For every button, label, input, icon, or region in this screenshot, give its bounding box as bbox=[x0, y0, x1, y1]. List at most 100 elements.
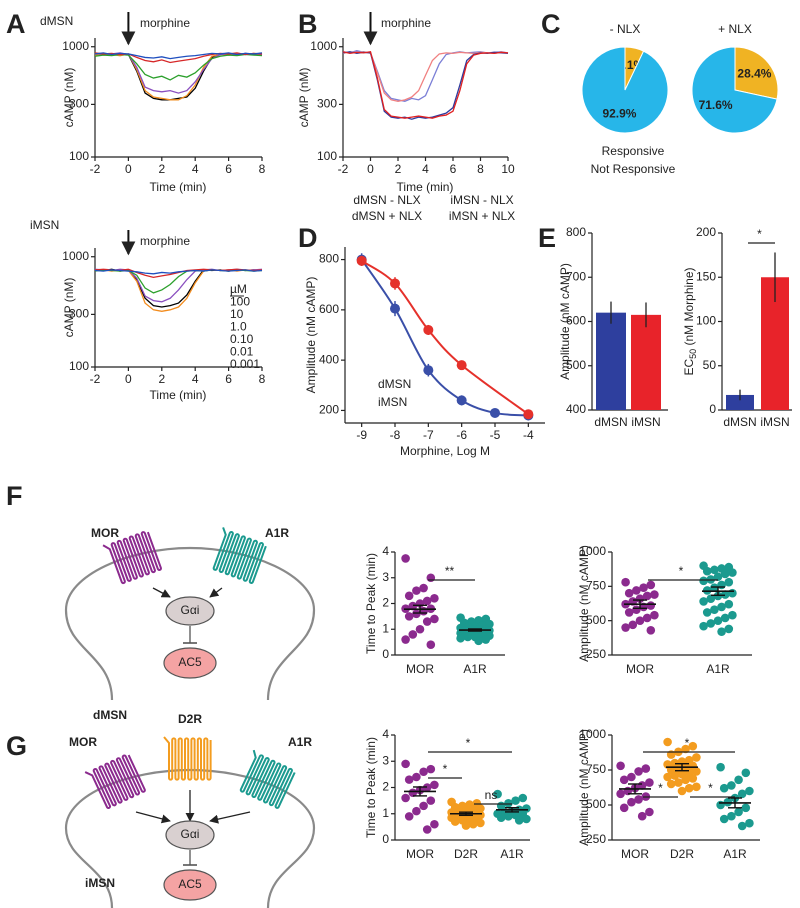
data-point bbox=[426, 573, 436, 583]
y-tick-label: 750 bbox=[586, 762, 606, 776]
x-axis-label: Time (min) bbox=[397, 180, 454, 194]
legend-entry: dMSN - NLX bbox=[353, 193, 420, 207]
x-tick-label: 0 bbox=[125, 372, 132, 386]
data-point bbox=[624, 608, 634, 617]
activation-arrow bbox=[209, 811, 251, 824]
data-point bbox=[646, 580, 656, 590]
data-point bbox=[720, 569, 730, 579]
data-point bbox=[496, 813, 506, 822]
y-tick-label: 3 bbox=[382, 570, 389, 584]
data-point bbox=[717, 627, 726, 636]
data-point bbox=[681, 744, 690, 754]
data-point bbox=[356, 255, 367, 266]
data-point bbox=[692, 782, 701, 792]
panel-label: G bbox=[6, 731, 27, 761]
data-point bbox=[727, 781, 736, 790]
series-line bbox=[94, 52, 263, 64]
series-line bbox=[94, 52, 263, 60]
data-point bbox=[632, 586, 641, 595]
legend-entry: 0.001 bbox=[230, 357, 260, 371]
x-tick-label: MOR bbox=[621, 847, 649, 861]
y-axis-label: Time to Peak (min) bbox=[364, 737, 378, 838]
pie-slice bbox=[581, 46, 669, 134]
x-tick-label: 10 bbox=[501, 162, 515, 176]
x-tick-label: 6 bbox=[225, 372, 232, 386]
data-point bbox=[719, 783, 729, 793]
data-point bbox=[728, 610, 737, 620]
bar bbox=[726, 394, 754, 410]
data-point bbox=[734, 807, 743, 817]
y-tick-label: 1000 bbox=[62, 39, 89, 53]
data-point bbox=[522, 814, 531, 824]
data-point bbox=[404, 775, 414, 784]
pie-slice bbox=[691, 46, 778, 134]
data-point bbox=[412, 609, 421, 619]
data-point bbox=[422, 825, 432, 834]
x-axis-label: Time (min) bbox=[150, 180, 207, 194]
legend-title: µM bbox=[230, 282, 247, 296]
data-point bbox=[663, 737, 672, 747]
data-point bbox=[619, 803, 629, 813]
data-point bbox=[681, 775, 690, 785]
data-point bbox=[430, 614, 439, 624]
g-protein bbox=[165, 596, 215, 626]
x-tick-label: -7 bbox=[423, 428, 434, 442]
pie-title: + NLX bbox=[718, 22, 752, 36]
data-point bbox=[450, 817, 460, 826]
x-axis-label: Time (min) bbox=[150, 388, 207, 402]
y-tick-label: 250 bbox=[586, 647, 606, 661]
data-point bbox=[412, 586, 421, 595]
data-point bbox=[616, 789, 625, 799]
data-point bbox=[401, 759, 410, 769]
x-tick-label: -5 bbox=[490, 428, 501, 442]
data-point bbox=[716, 800, 725, 810]
cell-membrane bbox=[64, 768, 316, 908]
data-point bbox=[514, 816, 524, 825]
data-point bbox=[728, 568, 737, 577]
receptor bbox=[163, 736, 212, 781]
y-tick-label: 3 bbox=[382, 753, 389, 767]
data-point bbox=[666, 779, 676, 789]
significance-label: * bbox=[658, 781, 663, 795]
data-point bbox=[422, 617, 432, 626]
data-point bbox=[456, 633, 465, 643]
data-point bbox=[724, 599, 734, 609]
y-axis-label-text: EC bbox=[682, 359, 696, 376]
data-point bbox=[724, 577, 734, 587]
slice-label: 92.9% bbox=[602, 106, 636, 120]
data-point bbox=[745, 818, 754, 828]
data-point bbox=[699, 597, 708, 606]
legend-entry: iMSN - NLX bbox=[450, 193, 513, 207]
pie-slice bbox=[734, 46, 779, 100]
data-point bbox=[408, 601, 418, 611]
data-point bbox=[699, 576, 708, 586]
y-axis-label-text: Time to Peak (min) bbox=[364, 737, 378, 838]
receptor bbox=[239, 749, 296, 809]
data-point bbox=[423, 324, 434, 335]
y-tick-label: 100 bbox=[317, 149, 337, 163]
data-point bbox=[645, 807, 654, 817]
data-point bbox=[456, 395, 467, 406]
data-point bbox=[702, 566, 712, 576]
x-tick-label: iMSN bbox=[631, 415, 660, 429]
receptor bbox=[102, 531, 162, 585]
data-point bbox=[504, 812, 513, 821]
data-point bbox=[706, 619, 716, 628]
data-point bbox=[692, 753, 701, 762]
y-axis-label-text: Amplitude (nM cAMP) bbox=[577, 729, 591, 846]
data-point bbox=[720, 590, 730, 599]
data-point bbox=[716, 762, 725, 772]
y-axis-label-text: cAMP (nM) bbox=[297, 68, 311, 128]
y-axis-label: cAMP (nM) bbox=[297, 68, 311, 128]
data-point bbox=[713, 572, 723, 582]
data-point bbox=[720, 613, 730, 623]
data-point bbox=[523, 409, 534, 420]
data-point bbox=[650, 610, 659, 620]
activation-arrow bbox=[152, 587, 171, 598]
significance-label: * bbox=[685, 736, 690, 750]
data-point bbox=[408, 788, 418, 798]
x-tick-label: A1R bbox=[500, 847, 524, 861]
y-tick-label: 0 bbox=[709, 402, 716, 416]
panel-label: B bbox=[298, 9, 318, 39]
